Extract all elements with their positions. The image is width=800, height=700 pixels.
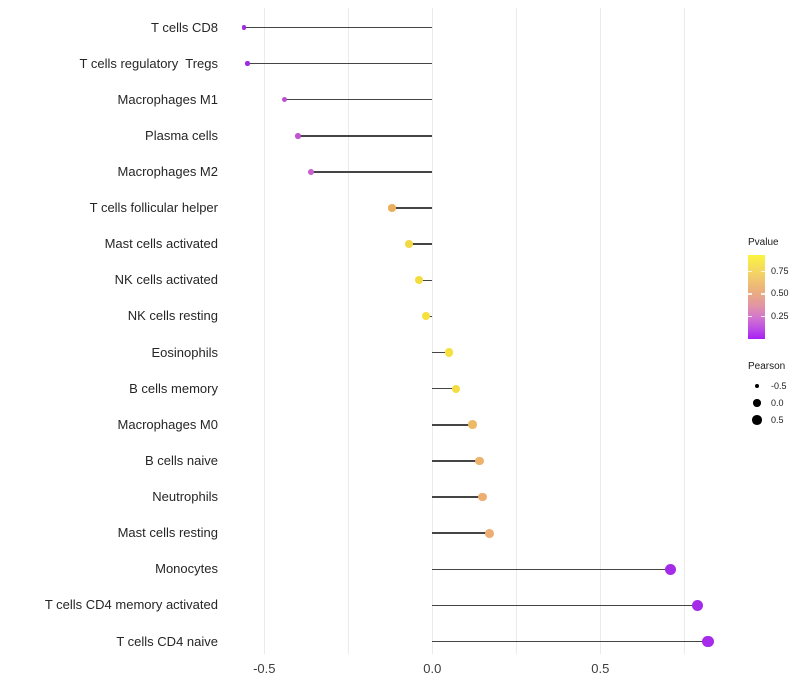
lollipop-stem	[432, 640, 708, 643]
gridline	[347, 8, 349, 654]
data-point-dot	[245, 61, 250, 66]
data-point-dot	[474, 456, 484, 466]
pearson-size-label: -0.5	[771, 380, 787, 391]
lollipop-stem	[432, 568, 671, 571]
gridline	[683, 8, 685, 654]
category-label: Neutrophils	[152, 489, 218, 505]
colorbar-tick	[748, 293, 752, 295]
category-label: T cells CD4 naive	[116, 633, 218, 649]
lollipop-stem	[432, 424, 473, 426]
data-point-dot	[404, 240, 413, 249]
data-point-dot	[281, 97, 288, 103]
category-label: Macrophages M0	[117, 416, 218, 432]
x-axis-tick-label: -0.5	[253, 661, 276, 676]
pearson-size-label: 0.0	[771, 397, 784, 408]
lollipop-stem	[284, 98, 433, 101]
lollipop-stem	[408, 243, 433, 245]
pearson-size-dot	[753, 399, 761, 407]
pvalue-legend-title: Pvalue	[748, 237, 779, 248]
colorbar-tick	[748, 270, 752, 272]
colorbar-tick	[761, 315, 765, 318]
pearson-size-dot	[752, 415, 762, 425]
data-point-dot	[295, 133, 301, 139]
category-label: B cells naive	[145, 452, 218, 468]
gridline	[263, 8, 265, 654]
gridline	[515, 8, 517, 654]
pvalue-colorbar	[748, 255, 765, 339]
category-label: T cells CD4 memory activated	[44, 597, 218, 613]
category-label: Plasma cells	[145, 127, 218, 143]
pearson-size-label: 0.5	[771, 414, 784, 425]
lollipop-stem	[432, 604, 698, 607]
category-label: NK cells activated	[114, 272, 218, 288]
x-axis-tick-label: 0.5	[591, 661, 610, 676]
lollipop-stem	[418, 279, 433, 282]
category-label: B cells memory	[129, 380, 218, 396]
data-point-dot	[242, 25, 247, 30]
pearson-legend-title: Pearson	[748, 361, 786, 372]
colorbar-tick-label: 0.50	[771, 288, 789, 299]
data-point-dot	[414, 276, 423, 285]
pearson-size-dot	[754, 383, 760, 389]
lollipop-stem	[432, 532, 490, 534]
data-point-dot	[485, 528, 494, 538]
data-point-dot	[478, 492, 488, 502]
colorbar-tick	[761, 270, 765, 272]
lollipop-stem	[297, 135, 433, 137]
data-point-dot	[451, 384, 460, 393]
colorbar-tick	[761, 293, 765, 295]
colorbar-tick-label: 0.75	[771, 265, 789, 276]
data-point-dot	[421, 312, 430, 321]
category-label: T cells follicular helper	[89, 200, 218, 216]
category-label: Macrophages M1	[117, 91, 218, 107]
category-label: T cells CD8	[151, 19, 218, 35]
category-label: NK cells resting	[127, 308, 218, 324]
category-label: Mast cells resting	[117, 525, 218, 541]
lollipop-stem	[432, 460, 480, 462]
lollipop-stem	[432, 496, 483, 498]
category-label: Eosinophils	[151, 344, 219, 360]
gridline	[599, 8, 601, 654]
lollipop-stem	[432, 387, 456, 390]
lollipop-stem	[247, 62, 433, 65]
data-point-dot	[665, 563, 677, 575]
lollipop-stem	[391, 207, 433, 209]
category-label: Monocytes	[155, 561, 218, 577]
category-label: Macrophages M2	[117, 163, 218, 179]
data-point-dot	[388, 204, 396, 212]
gridline	[431, 8, 433, 654]
data-point-dot	[444, 348, 454, 357]
lollipop-stem	[311, 171, 433, 173]
data-point-dot	[468, 420, 477, 430]
lollipop-stem	[432, 351, 450, 354]
category-label: T cells regulatory Tregs	[79, 55, 218, 71]
x-axis-tick-label: 0.0	[423, 661, 442, 676]
category-label: Mast cells activated	[104, 236, 218, 252]
data-point-dot	[702, 635, 714, 648]
data-point-dot	[308, 169, 315, 175]
data-point-dot	[692, 599, 704, 612]
colorbar-tick	[748, 315, 752, 318]
colorbar-tick-label: 0.25	[771, 310, 789, 321]
lollipop-stem	[244, 26, 433, 29]
